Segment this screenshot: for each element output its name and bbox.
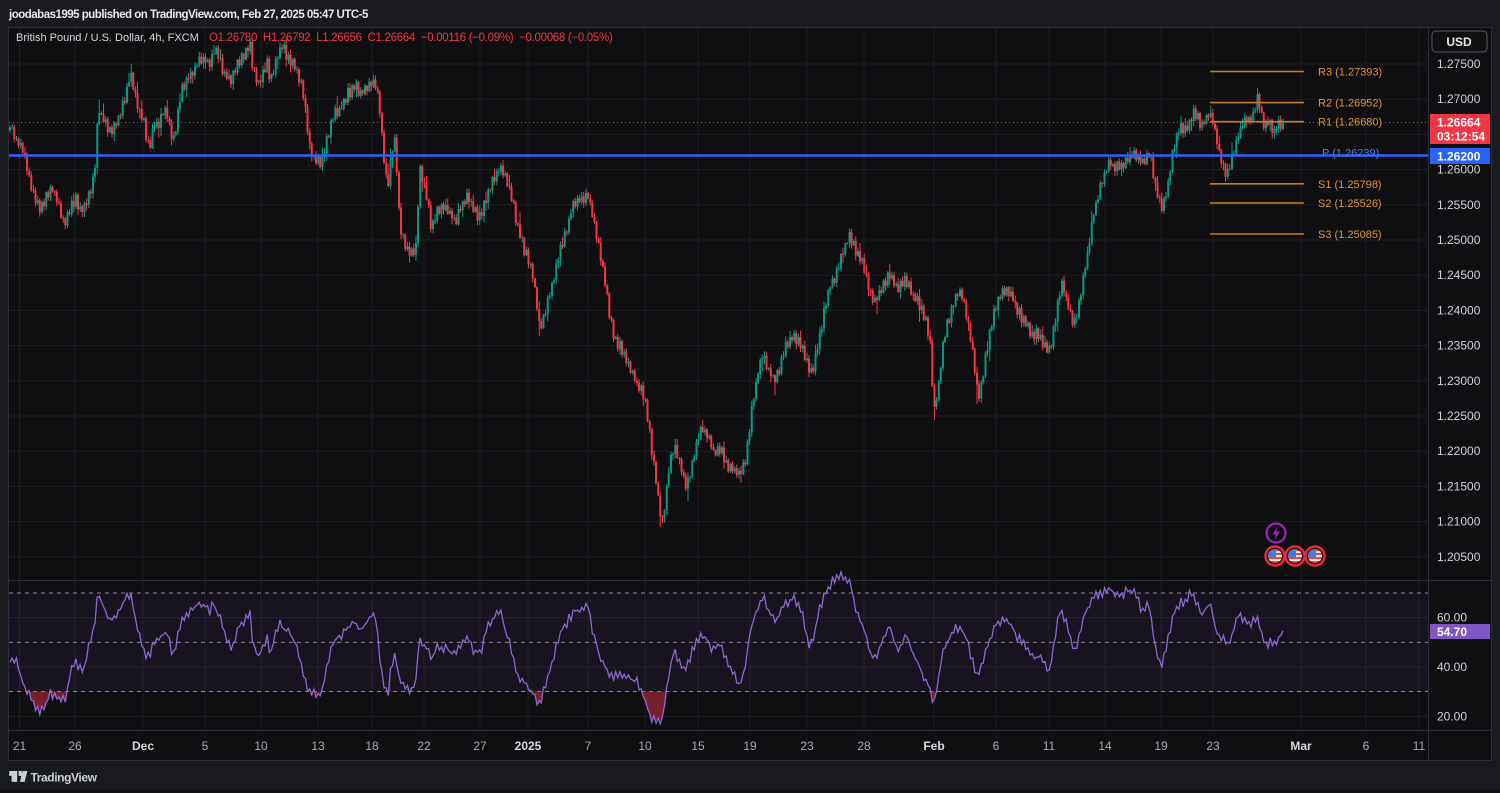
svg-text:6: 6 [993,739,1000,753]
svg-text:26: 26 [68,739,82,753]
svg-text:1.25500: 1.25500 [1437,198,1481,212]
svg-text:1.27500: 1.27500 [1437,57,1481,71]
svg-text:10: 10 [254,739,268,753]
svg-text:TradingView: TradingView [31,771,98,785]
svg-text:20.00: 20.00 [1437,709,1467,723]
svg-text:1.25000: 1.25000 [1437,233,1481,247]
svg-text:S2 (1.25526): S2 (1.25526) [1318,198,1382,210]
svg-text:28: 28 [857,739,871,753]
svg-text:1.26664: 1.26664 [1437,116,1481,130]
svg-text:1.24000: 1.24000 [1437,303,1481,317]
svg-text:40.00: 40.00 [1437,660,1467,674]
svg-text:19: 19 [743,739,757,753]
svg-text:1.21500: 1.21500 [1437,479,1481,493]
svg-text:19: 19 [1154,739,1168,753]
svg-text:11: 11 [1413,739,1426,753]
svg-text:S1 (1.25798): S1 (1.25798) [1318,179,1382,191]
svg-text:P (1.26239): P (1.26239) [1322,148,1379,160]
svg-text:1.23500: 1.23500 [1437,339,1481,353]
svg-text:1.20500: 1.20500 [1437,550,1481,564]
svg-text:11: 11 [1043,739,1056,753]
svg-text:USD: USD [1446,35,1472,49]
svg-text:1.22000: 1.22000 [1437,444,1481,458]
svg-text:O1.26780 H1.26792 L1.26656: O1.26780 H1.26792 L1.26656 C1.26664 −0.0… [209,32,613,44]
svg-text:British Pound / U.S. Dollar, 4: British Pound / U.S. Dollar, 4h, FXCM [16,32,199,44]
svg-text:18: 18 [365,739,379,753]
svg-text:1.21000: 1.21000 [1437,515,1481,529]
svg-text:R2 (1.26952): R2 (1.26952) [1318,98,1382,110]
svg-text:Feb: Feb [923,739,944,753]
svg-text:7: 7 [585,739,592,753]
svg-text:13: 13 [311,739,325,753]
svg-text:60.00: 60.00 [1437,611,1467,625]
svg-text:S3 (1.25085): S3 (1.25085) [1318,229,1382,241]
svg-text:54.70: 54.70 [1437,625,1467,639]
svg-text:1.27000: 1.27000 [1437,92,1481,106]
svg-text:Mar: Mar [1290,739,1312,753]
svg-text:03:12:54: 03:12:54 [1437,130,1485,144]
svg-text:1.26200: 1.26200 [1437,150,1481,164]
svg-text:Dec: Dec [132,739,154,753]
svg-text:27: 27 [473,739,487,753]
svg-text:21: 21 [13,739,27,753]
svg-text:joodabas1995 published on Trad: joodabas1995 published on TradingView.co… [8,9,369,21]
svg-text:1.22500: 1.22500 [1437,409,1481,423]
svg-text:10: 10 [638,739,652,753]
svg-text:6: 6 [1363,739,1370,753]
svg-text:5: 5 [202,739,209,753]
svg-text:1.23000: 1.23000 [1437,374,1481,388]
svg-text:R3 (1.27393): R3 (1.27393) [1318,67,1382,79]
svg-text:23: 23 [800,739,814,753]
svg-text:2025: 2025 [515,739,542,753]
svg-text:23: 23 [1206,739,1220,753]
svg-text:R1 (1.26680): R1 (1.26680) [1318,117,1382,129]
svg-text:22: 22 [417,739,431,753]
svg-text:1.24500: 1.24500 [1437,268,1481,282]
svg-text:1.26000: 1.26000 [1437,163,1481,177]
svg-text:15: 15 [691,739,705,753]
svg-text:14: 14 [1098,739,1112,753]
